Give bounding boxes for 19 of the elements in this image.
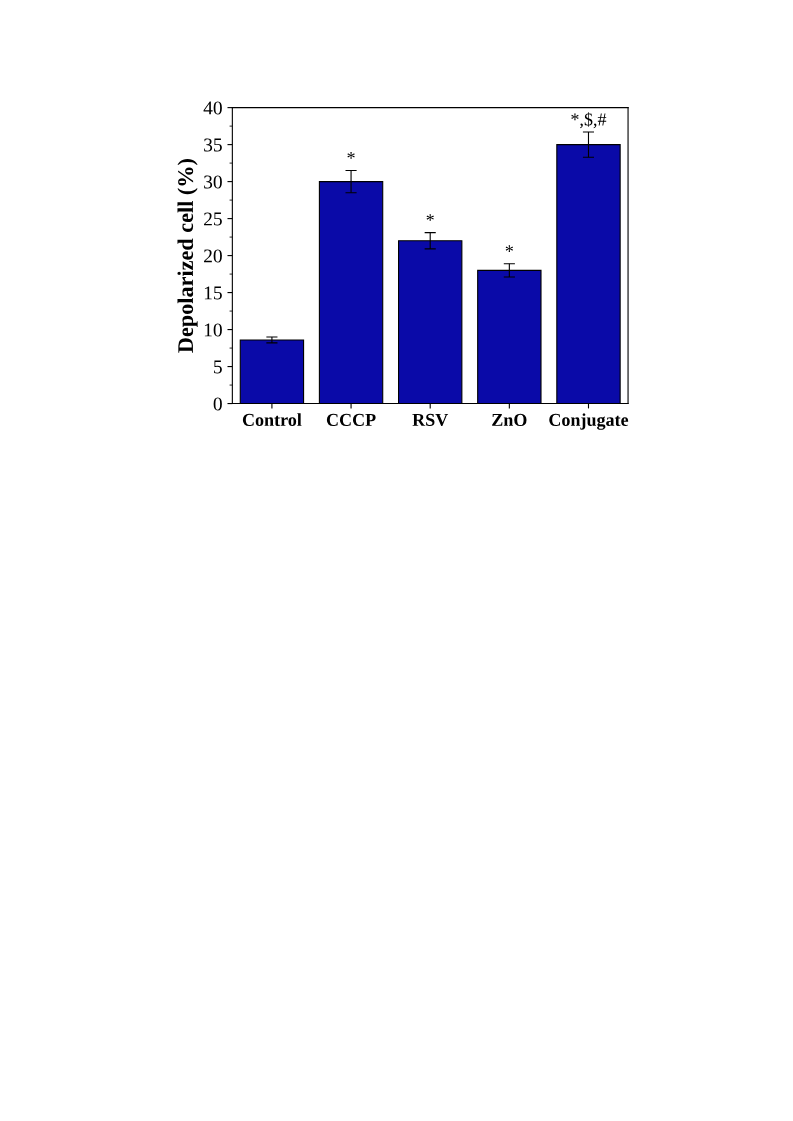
y-tick-label: 0	[213, 397, 222, 411]
y-tick-label: 5	[214, 360, 222, 374]
y-tick-label: 20	[204, 249, 222, 263]
annotation: *,$,#	[571, 112, 607, 129]
x-tick-label: CCCP	[326, 413, 376, 426]
y-tick-label: 40	[203, 101, 222, 115]
annotation: *	[347, 152, 355, 159]
x-tick-label: Control	[242, 413, 302, 426]
y-tick-label: 30	[204, 175, 222, 189]
x-tick-label: ZnO	[492, 413, 527, 426]
y-tick-label: 25	[204, 212, 222, 226]
y-tick-label: 15	[204, 286, 222, 300]
annotation: *	[426, 214, 434, 221]
y-tick-label: 35	[204, 138, 222, 152]
x-tick-label: RSV	[412, 413, 449, 427]
annotation: *	[505, 245, 513, 252]
y-axis-title: Depolarized cell (%)	[177, 159, 198, 353]
y-tick-label: 10	[204, 323, 222, 337]
x-tick-label: Conjugate	[549, 413, 629, 430]
